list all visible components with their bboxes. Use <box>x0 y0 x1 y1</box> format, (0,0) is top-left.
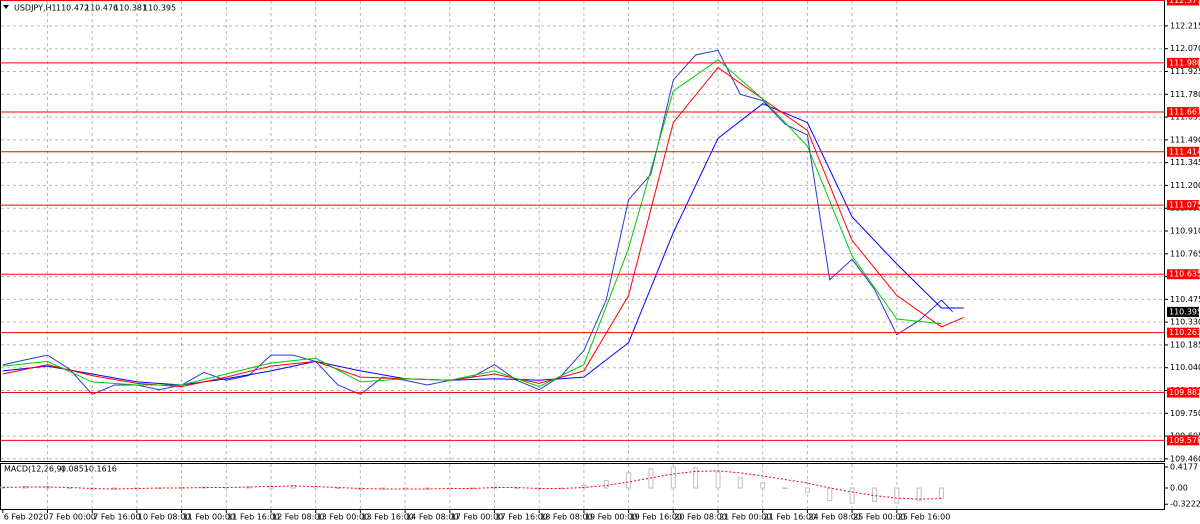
x-tick-label: 21 Feb 16:00 <box>764 513 816 522</box>
x-tick-label: 25 Feb 00:00 <box>853 513 905 522</box>
macd-bar <box>737 477 743 489</box>
ohlc-value: 110.381 <box>114 4 147 13</box>
x-tick-label: 19 Feb 16:00 <box>630 513 682 522</box>
level-label: 109.578 <box>1169 436 1200 445</box>
x-tick-label: 17 Feb 16:00 <box>495 513 547 522</box>
last-price-label: 110.395 <box>1169 307 1200 316</box>
macd-title: MACD(12,26,9) <box>4 465 65 474</box>
macd-bar <box>916 487 922 502</box>
macd-bar <box>603 479 609 489</box>
x-tick-label: 21 Feb 00:00 <box>719 513 771 522</box>
y-tick-label: 110.910 <box>1170 227 1200 236</box>
x-tick-label: 17 Feb 00:00 <box>451 513 503 522</box>
level-label: 109.882 <box>1169 388 1200 397</box>
macd-bar <box>626 472 632 489</box>
macd-bar <box>581 484 587 489</box>
macd-bar <box>268 485 274 489</box>
level-label: 111.414 <box>1169 147 1200 156</box>
macd-value: -0.1616 <box>86 465 117 474</box>
x-tick-label: 19 Feb 00:00 <box>585 513 637 522</box>
macd-bar <box>894 487 900 504</box>
x-tick-label: 10 Feb 08:00 <box>138 513 190 522</box>
macd-value: -0.0851 <box>58 465 89 474</box>
y2-tick-label: 0.4177 <box>1170 462 1198 471</box>
ohlc-value: 110.476 <box>85 4 118 13</box>
macd-bar <box>670 466 676 489</box>
y-tick-label: 111.200 <box>1170 181 1200 190</box>
y-tick-label: 112.215 <box>1170 21 1200 30</box>
macd-bar <box>67 487 73 490</box>
macd-bar <box>648 468 654 489</box>
x-tick-label: 12 Feb 08:00 <box>272 513 324 522</box>
y-tick-label: 112.070 <box>1170 44 1200 53</box>
y-tick-label: 109.750 <box>1170 409 1200 418</box>
level-tag <box>1167 387 1199 398</box>
macd-bar <box>760 482 766 489</box>
macd-signal <box>2 470 942 500</box>
macd-bar <box>804 487 810 493</box>
ohlc-value: 110.472 <box>56 4 89 13</box>
macd-bar <box>715 471 721 489</box>
price-line <box>2 49 954 395</box>
y2-tick-label: -0.3222 <box>1170 500 1200 509</box>
level-label: 111.980 <box>1169 58 1200 67</box>
menu-arrow <box>3 5 9 9</box>
x-tick-label: 24 Feb 08:00 <box>808 513 860 522</box>
y-tick-label: 111.780 <box>1170 90 1200 99</box>
x-tick-label: 25 Feb 16:00 <box>898 513 950 522</box>
level-label: 112.377 <box>1169 0 1200 5</box>
level-tag <box>1167 57 1199 68</box>
y-tick-label: 110.040 <box>1170 363 1200 372</box>
y-tick-label: 111.345 <box>1170 158 1200 167</box>
macd-frame <box>0 463 1165 510</box>
y2-tick-label: 0.00 <box>1170 484 1188 493</box>
macd-bar <box>335 487 341 490</box>
level-label: 111.667 <box>1169 108 1200 117</box>
moving-average <box>2 66 964 388</box>
level-tag <box>1167 327 1199 338</box>
level-tag <box>1167 269 1199 280</box>
y-tick-label: 109.460 <box>1170 454 1200 463</box>
x-tick-label: 13 Feb 16:00 <box>361 513 413 522</box>
macd-bar <box>871 487 877 503</box>
level-tag <box>1167 0 1199 6</box>
moving-average <box>2 103 964 386</box>
macd-bar <box>693 467 699 489</box>
level-tag <box>1167 107 1199 118</box>
level-label: 111.075 <box>1169 201 1200 210</box>
x-tick-label: 6 Feb 2020 <box>4 513 49 522</box>
x-tick-label: 14 Feb 08:00 <box>406 513 458 522</box>
macd-bar <box>290 484 296 489</box>
chart-title: USDJPY,H1 <box>14 4 57 13</box>
x-tick-label: 18 Feb 08:00 <box>540 513 592 522</box>
level-tag <box>1167 146 1199 157</box>
x-tick-label: 11 Feb 00:00 <box>183 513 235 522</box>
level-tag <box>1167 200 1199 211</box>
x-tick-label: 20 Feb 08:00 <box>674 513 726 522</box>
x-tick-label: 7 Feb 16:00 <box>93 513 140 522</box>
y-tick-label: 110.765 <box>1170 249 1200 258</box>
macd-bar <box>514 487 520 490</box>
y-tick-label: 110.330 <box>1170 318 1200 327</box>
y-tick-label: 111.490 <box>1170 135 1200 144</box>
level-label: 110.635 <box>1169 270 1200 279</box>
moving-average <box>2 59 942 388</box>
macd-bar <box>849 487 855 504</box>
macd-bar <box>938 487 944 499</box>
y-tick-label: 111.925 <box>1170 67 1200 76</box>
y-tick-label: 111.635 <box>1170 113 1200 122</box>
last-price-tag <box>1167 306 1199 317</box>
macd-bar <box>782 487 788 490</box>
macd-bar <box>402 487 408 490</box>
y-tick-label: 110.185 <box>1170 340 1200 349</box>
ohlc-value: 110.395 <box>143 4 176 13</box>
y-tick-label: 110.475 <box>1170 295 1200 304</box>
x-tick-label: 11 Feb 16:00 <box>227 513 279 522</box>
level-tag <box>1167 435 1199 446</box>
macd-bar <box>827 487 833 502</box>
x-tick-label: 7 Feb 00:00 <box>48 513 95 522</box>
x-tick-label: 13 Feb 00:00 <box>317 513 369 522</box>
level-label: 110.263 <box>1169 328 1200 337</box>
